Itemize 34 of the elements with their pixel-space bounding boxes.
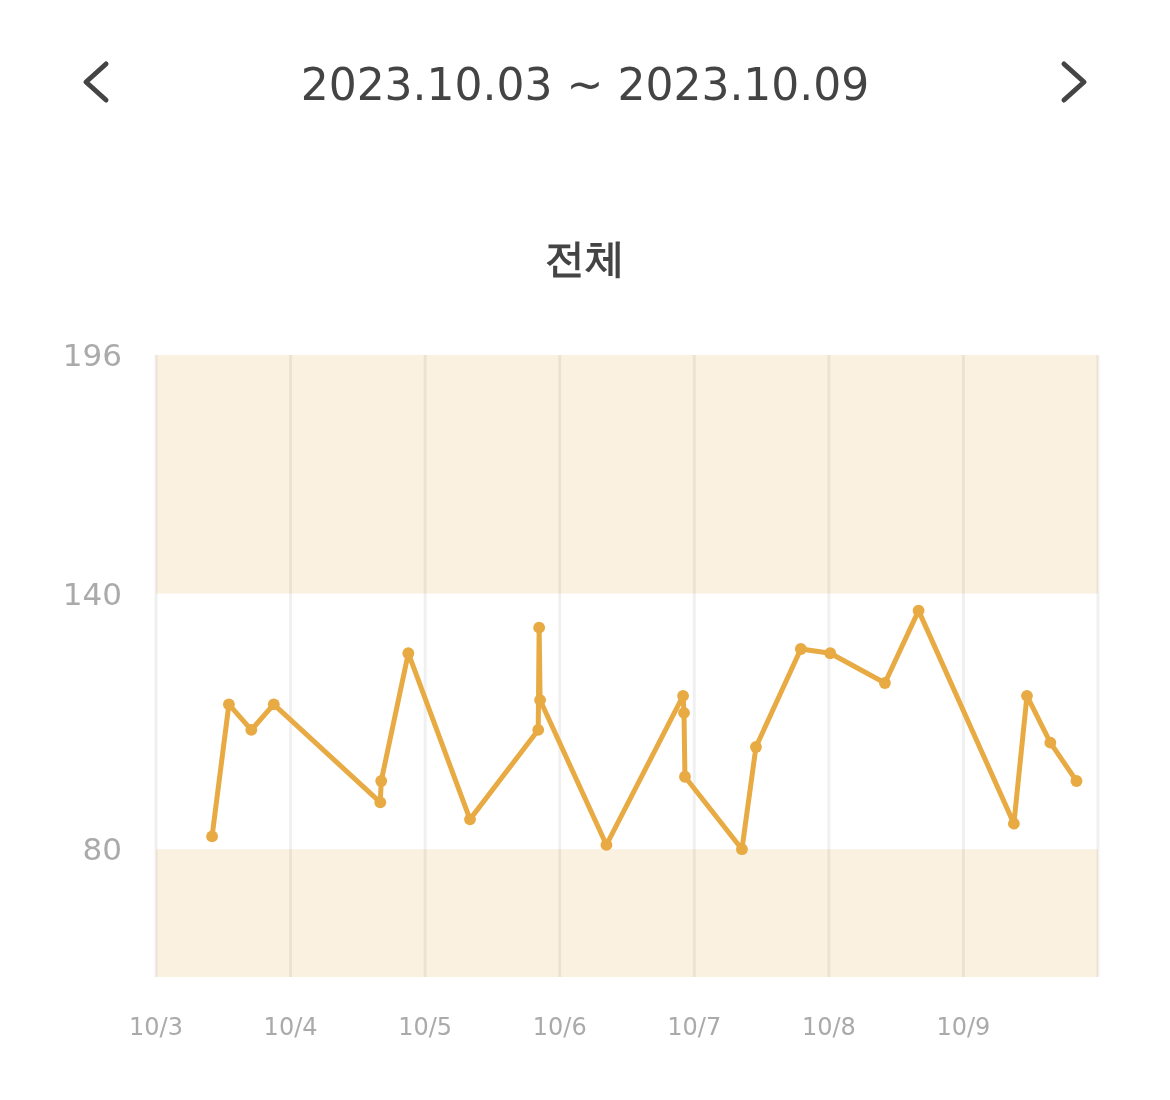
point xyxy=(222,698,235,711)
point xyxy=(679,770,691,783)
point xyxy=(824,647,837,660)
x-tick-label: 10/7 xyxy=(667,1013,722,1041)
point xyxy=(245,724,258,736)
x-tick-label: 10/4 xyxy=(263,1013,318,1041)
point xyxy=(750,741,762,753)
x-tick-label: 10/9 xyxy=(936,1013,991,1041)
chart-subtitle: 전체 xyxy=(545,235,625,281)
point xyxy=(794,643,807,655)
point xyxy=(1044,736,1057,749)
y-tick-label: 140 xyxy=(62,575,122,612)
point xyxy=(267,698,280,711)
point xyxy=(1007,817,1020,830)
point xyxy=(374,796,387,809)
point xyxy=(206,830,218,843)
point xyxy=(1070,775,1083,787)
x-tick-label: 10/8 xyxy=(801,1013,856,1041)
point xyxy=(533,621,546,634)
x-tick-label: 10/3 xyxy=(129,1013,183,1041)
y-tick-label: 196 xyxy=(62,337,122,373)
point xyxy=(375,775,388,787)
y-tick-label: 80 xyxy=(82,831,122,868)
point xyxy=(464,813,476,826)
point xyxy=(677,689,689,702)
chart-title: 2023.10.03 ~ 2023.10.09 xyxy=(300,59,870,110)
point xyxy=(534,694,547,706)
point xyxy=(736,843,748,856)
point xyxy=(879,677,891,689)
x-tick-label: 10/6 xyxy=(532,1013,587,1041)
point xyxy=(678,706,690,719)
point xyxy=(532,724,545,736)
point xyxy=(1021,689,1033,702)
x-tick-label: 10/5 xyxy=(398,1013,453,1041)
